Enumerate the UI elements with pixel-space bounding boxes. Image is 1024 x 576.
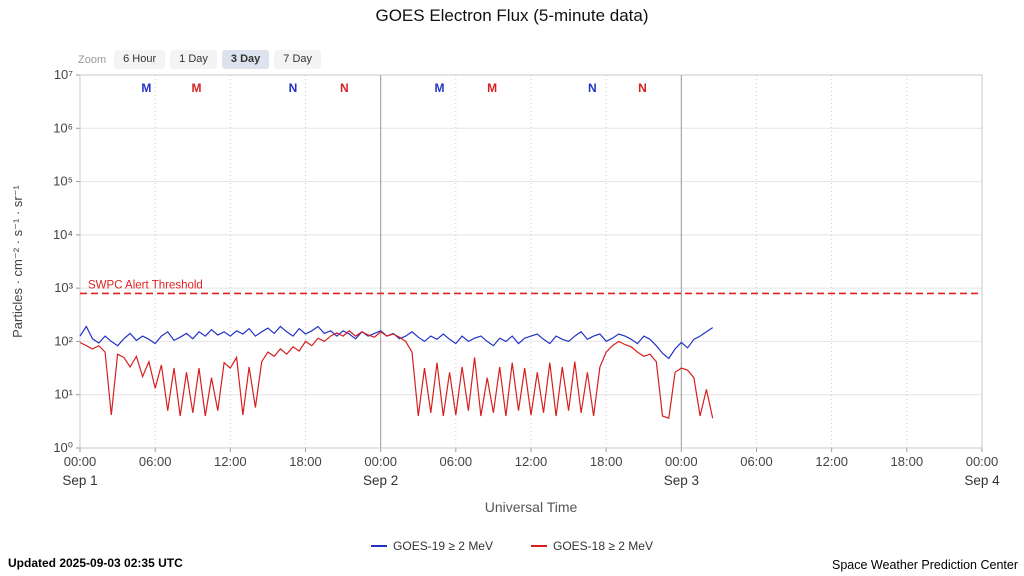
satellite-marker-m: M xyxy=(141,81,151,95)
day-label: Sep 2 xyxy=(363,473,398,488)
page-title: GOES Electron Flux (5-minute data) xyxy=(375,6,649,25)
legend-label: GOES-19 ≥ 2 MeV xyxy=(393,539,493,553)
x-tick-label: 12:00 xyxy=(214,454,247,469)
zoom-button-6-hour[interactable]: 6 Hour xyxy=(114,50,166,70)
x-tick-label: 00:00 xyxy=(364,454,397,469)
x-tick-label: 18:00 xyxy=(590,454,623,469)
y-tick-label: 10¹ xyxy=(54,387,73,402)
y-tick-label: 10⁴ xyxy=(53,227,73,242)
satellite-marker-m: M xyxy=(435,81,445,95)
satellite-marker-n: N xyxy=(340,81,349,95)
zoom-buttons: 6 Hour 1 Day 3 Day 7 Day xyxy=(114,50,322,70)
x-tick-label: 06:00 xyxy=(139,454,172,469)
alert-threshold-label: SWPC Alert Threshold xyxy=(88,279,203,291)
y-axis: 10⁰ 10¹ 10² 10³ 10⁴ 10⁵ 10⁶ 10⁷ xyxy=(53,67,982,455)
series-goes-18-2-mev xyxy=(79,330,714,420)
plot-area[interactable] xyxy=(79,74,983,449)
day-label: Sep 3 xyxy=(664,473,699,488)
y-tick-label: 10² xyxy=(54,333,73,348)
x-tick-label: 00:00 xyxy=(64,454,97,469)
zoom-button-1-day[interactable]: 1 Day xyxy=(170,50,217,70)
x-tick-label: 00:00 xyxy=(966,454,999,469)
x-axis-title: Universal Time xyxy=(485,499,578,515)
y-tick-label: 10⁵ xyxy=(53,174,73,189)
y-axis-title: Particles · cm⁻² · s⁻¹ · sr⁻¹ xyxy=(10,184,25,337)
legend-item-goes-19-2-mev[interactable]: GOES-19 ≥ 2 MeV xyxy=(371,539,493,553)
credit-text: Space Weather Prediction Center xyxy=(832,558,1018,572)
y-tick-label: 10⁶ xyxy=(53,120,73,135)
x-axis: 00:00 06:00 12:00 18:00 00:00 06:00 12:00 18:00… xyxy=(64,75,999,469)
day-label: Sep 4 xyxy=(964,473,1000,488)
x-tick-label: 00:00 xyxy=(665,454,698,469)
satellite-marker-m: M xyxy=(192,81,202,95)
day-label: Sep 1 xyxy=(62,473,97,488)
legend: GOES-19 ≥ 2 MeV GOES-18 ≥ 2 MeV xyxy=(0,539,1024,553)
zoom-button-7-day[interactable]: 7 Day xyxy=(274,50,322,70)
x-tick-label: 18:00 xyxy=(289,454,322,469)
zoom-controls: Zoom 6 Hour 1 Day 3 Day 7 Day xyxy=(78,50,322,70)
satellite-marker-n: N xyxy=(638,81,647,95)
x-tick-label: 06:00 xyxy=(440,454,473,469)
satellite-marker-n: N xyxy=(588,81,597,95)
zoom-button-3-day[interactable]: 3 Day xyxy=(221,50,270,70)
y-tick-label: 10⁰ xyxy=(53,440,73,455)
satellite-marker-m: M xyxy=(487,81,497,95)
x-tick-label: 12:00 xyxy=(515,454,548,469)
legend-swatch xyxy=(531,545,547,547)
zoom-label: Zoom xyxy=(78,53,107,66)
legend-label: GOES-18 ≥ 2 MeV xyxy=(553,539,653,553)
y-tick-label: 10³ xyxy=(54,280,73,295)
x-tick-label: 06:00 xyxy=(740,454,773,469)
x-tick-label: 18:00 xyxy=(891,454,924,469)
x-tick-label: 12:00 xyxy=(815,454,848,469)
satellite-marker-n: N xyxy=(289,81,298,95)
updated-timestamp: Updated 2025-09-03 02:35 UTC xyxy=(8,556,183,570)
y-tick-label: 10⁷ xyxy=(54,67,73,82)
legend-item-goes-18-2-mev[interactable]: GOES-18 ≥ 2 MeV xyxy=(531,539,653,553)
legend-swatch xyxy=(371,545,388,547)
